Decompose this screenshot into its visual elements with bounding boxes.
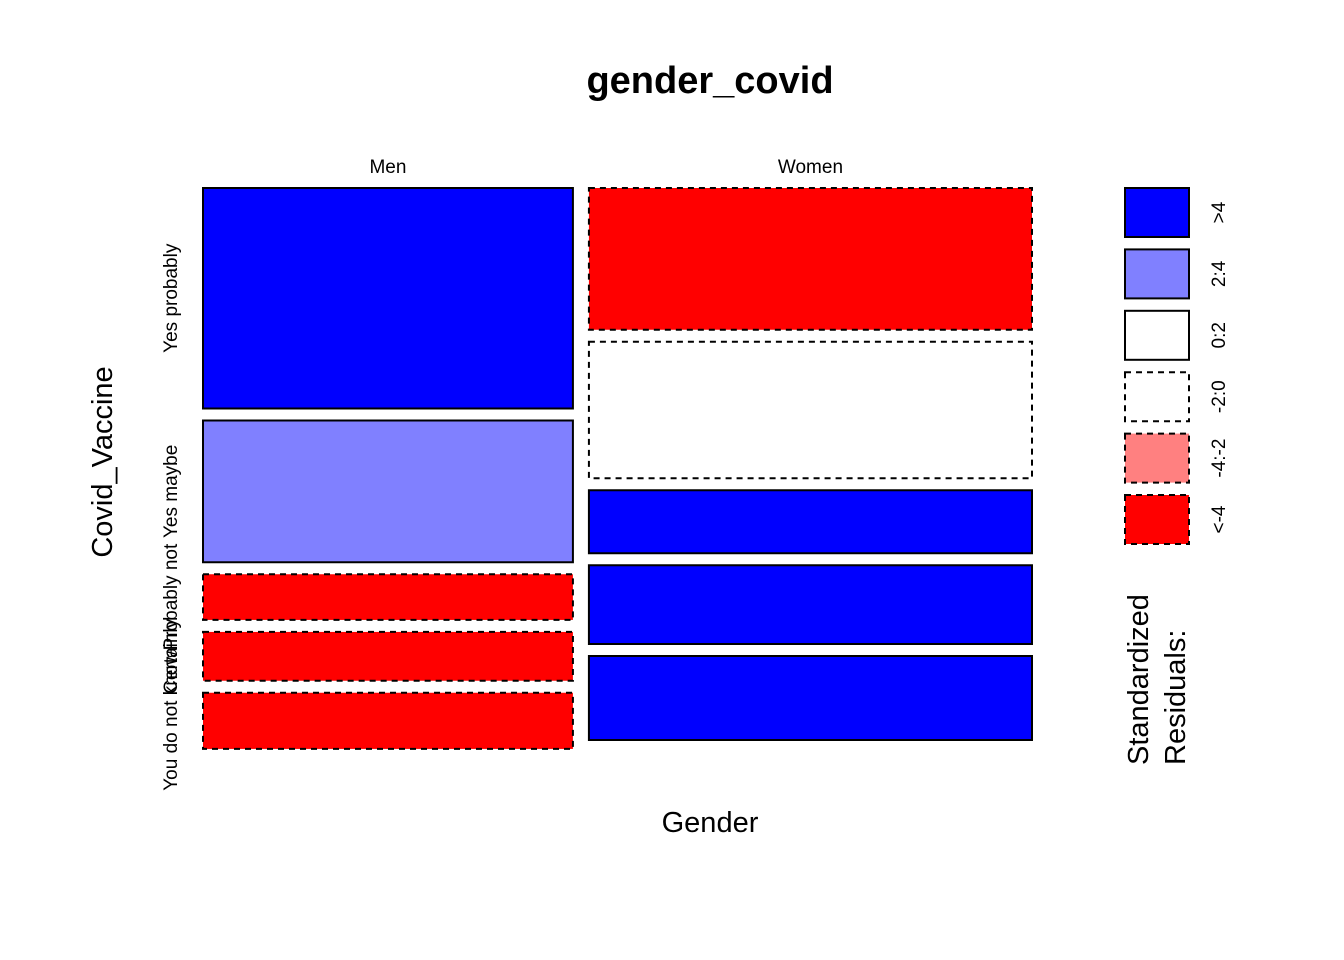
legend-title-line-2: Residuals: <box>1160 630 1192 765</box>
y-axis-title: Covid_Vaccine <box>87 366 119 557</box>
legend-swatch-0to2 <box>1124 309 1190 361</box>
legend-label-0to2: 0:2 <box>1209 322 1230 348</box>
row-label-yes-maybe: Yes maybe <box>161 445 182 538</box>
row-label-you-do-not-know: You do not know <box>161 651 182 791</box>
legend-swatch-lt_neg4 <box>1124 494 1190 545</box>
cell-men-you-do-not-know <box>202 691 574 750</box>
cell-men-probably-not <box>202 573 574 621</box>
cell-men-yes-probably <box>202 187 574 410</box>
row-label-yes-probably: Yes probably <box>161 243 182 353</box>
row-labels: Yes probably Yes maybe Probably notCertain… <box>161 243 182 791</box>
row-label-certainly: Certainly <box>161 618 182 693</box>
legend-swatch-neg4to2 <box>1124 432 1190 484</box>
cell-women-yes-probably <box>587 187 1033 331</box>
legend: Standardized Residuals: >4 2:4 0:2 -2:0 -4:-… <box>1123 187 1230 765</box>
chart-title: gender_covid <box>586 60 833 102</box>
column-labels: Men Women <box>369 157 843 178</box>
x-axis-title: Gender <box>662 807 759 839</box>
cell-women-probably-not <box>587 489 1033 555</box>
legend-swatch-gt4 <box>1124 187 1190 238</box>
legend-label-neg4to2: -4:-2 <box>1209 439 1230 478</box>
legend-label-lt_neg4: <-4 <box>1209 505 1230 533</box>
legend-label-2to4: 2:4 <box>1209 260 1230 287</box>
cell-men-yes-maybe <box>202 419 574 564</box>
legend-swatch-neg2to0 <box>1124 371 1190 423</box>
legend-label-neg2to0: -2:0 <box>1209 380 1230 413</box>
column-label-men: Men <box>369 157 406 178</box>
legend-swatch-2to4 <box>1124 248 1190 300</box>
cell-women-you-do-not-know <box>587 655 1033 741</box>
legend-title-line-1: Standardized <box>1123 594 1155 765</box>
cell-women-yes-maybe <box>587 340 1033 480</box>
row-label-probably-not: Probably not <box>161 543 182 650</box>
cell-men-certainly <box>202 630 574 682</box>
column-label-women: Women <box>778 157 843 178</box>
mosaic-cells <box>202 187 1033 750</box>
cell-women-certainly <box>587 564 1033 645</box>
legend-label-gt4: >4 <box>1209 201 1230 223</box>
